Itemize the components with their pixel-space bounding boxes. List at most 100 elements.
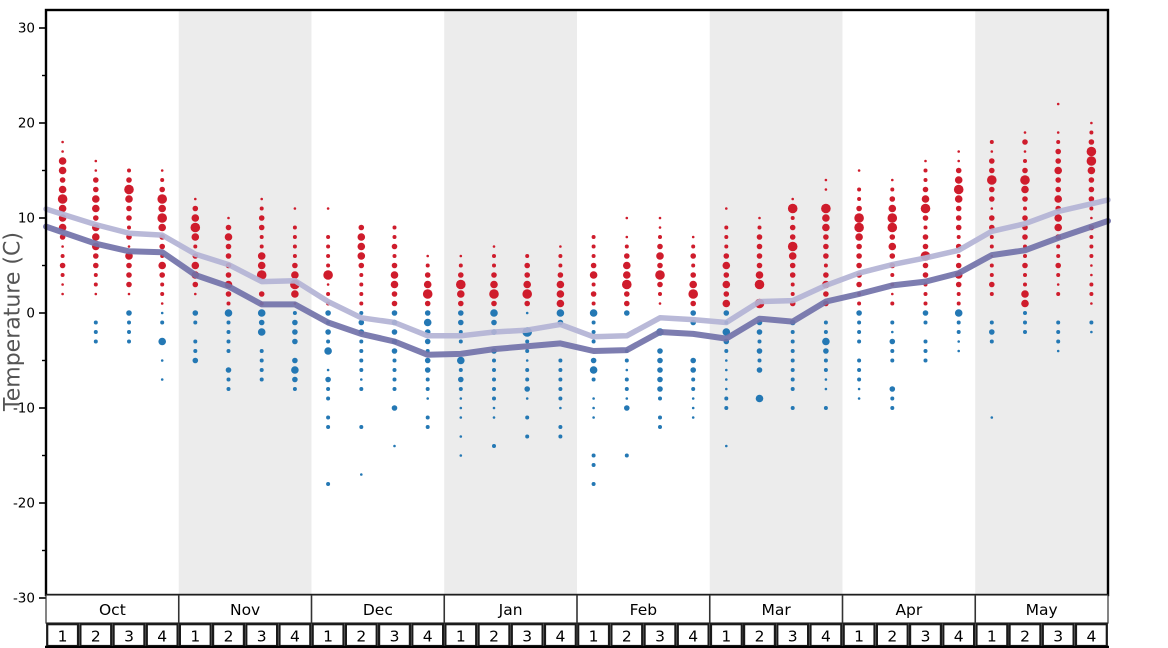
red-temperature-dot [259, 235, 264, 239]
blue-temperature-dot [1056, 330, 1061, 334]
week-number-label: 1 [323, 628, 333, 646]
blue-temperature-dot [690, 357, 696, 364]
red-temperature-dot [326, 292, 331, 296]
blue-temperature-dot [425, 387, 430, 391]
month-shading-band [444, 10, 577, 595]
blue-temperature-dot [558, 368, 563, 372]
blue-temperature-dot [458, 376, 464, 383]
blue-temperature-dot [890, 320, 895, 325]
blue-temperature-dot [591, 463, 596, 467]
red-temperature-dot [326, 235, 331, 239]
red-temperature-dot [890, 187, 895, 192]
red-temperature-dot [1056, 254, 1061, 258]
red-temperature-dot [857, 197, 862, 201]
blue-temperature-dot [424, 357, 431, 364]
blue-temperature-dot [291, 366, 299, 374]
blue-temperature-dot [1023, 311, 1027, 315]
red-temperature-dot [756, 234, 763, 240]
red-temperature-dot [1087, 166, 1096, 175]
blue-temperature-dot [325, 310, 331, 316]
red-temperature-dot [755, 271, 764, 279]
blue-temperature-dot [556, 309, 565, 317]
red-temperature-dot [1056, 292, 1061, 296]
blue-temperature-dot [392, 368, 397, 372]
red-temperature-dot [458, 263, 463, 268]
week-number-label: 4 [688, 628, 698, 646]
blue-temperature-dot [657, 376, 663, 383]
red-temperature-dot [922, 234, 929, 240]
blue-temperature-dot [158, 337, 166, 346]
red-temperature-dot [1021, 185, 1029, 194]
blue-temperature-dot [725, 387, 728, 391]
red-temperature-dot [59, 262, 66, 269]
blue-temperature-dot [258, 319, 265, 326]
red-temperature-dot [590, 262, 597, 269]
red-temperature-dot [690, 272, 696, 278]
blue-temperature-dot [425, 377, 430, 382]
week-number-label: 3 [124, 628, 134, 646]
blue-temperature-dot [259, 349, 264, 353]
blue-temperature-dot [292, 319, 298, 326]
red-temperature-dot [855, 233, 863, 241]
week-number-label: 2 [755, 628, 765, 646]
red-temperature-dot [492, 263, 496, 268]
red-temperature-dot [923, 168, 928, 173]
red-temperature-dot [492, 254, 496, 258]
red-temperature-dot [226, 301, 231, 306]
red-temperature-dot [789, 262, 796, 269]
blue-temperature-dot [1089, 320, 1094, 325]
blue-temperature-dot [625, 397, 629, 400]
blue-temperature-dot [458, 339, 463, 344]
red-temperature-dot [787, 203, 798, 214]
blue-temperature-dot [525, 349, 530, 353]
red-temperature-dot [258, 224, 265, 231]
blue-temperature-dot [790, 339, 795, 344]
red-temperature-dot [955, 262, 962, 269]
red-temperature-dot [292, 262, 298, 269]
week-number-label: 2 [1020, 628, 1030, 646]
blue-temperature-dot [658, 396, 662, 401]
blue-temperature-dot [492, 416, 496, 419]
red-temperature-dot [591, 301, 596, 306]
red-temperature-dot [591, 244, 596, 249]
red-temperature-dot [723, 272, 730, 278]
blue-temperature-dot [525, 311, 529, 315]
red-temperature-dot [658, 226, 662, 229]
red-temperature-dot [61, 283, 64, 286]
blue-temperature-dot [857, 397, 861, 400]
blue-temperature-dot [890, 406, 895, 410]
red-temperature-dot [358, 224, 365, 231]
red-temperature-dot [790, 216, 795, 220]
red-temperature-dot [260, 197, 264, 201]
red-temperature-dot [1023, 131, 1027, 134]
red-temperature-dot [357, 252, 366, 260]
week-number-label: 2 [91, 628, 101, 646]
red-temperature-dot [920, 203, 931, 214]
red-temperature-dot [722, 280, 731, 289]
red-temperature-dot [689, 280, 697, 289]
red-temperature-dot [724, 225, 729, 230]
blue-temperature-dot [391, 348, 398, 354]
blue-temperature-dot [359, 358, 364, 363]
week-number-label: 4 [423, 628, 433, 646]
red-temperature-dot [823, 234, 829, 240]
month-label: Mar [762, 601, 792, 619]
red-temperature-dot [822, 214, 830, 222]
red-temperature-dot [259, 206, 264, 211]
blue-temperature-dot [922, 310, 929, 316]
month-label: Dec [363, 601, 393, 619]
blue-temperature-dot [824, 378, 828, 381]
red-temperature-dot [192, 205, 199, 212]
red-temperature-dot [888, 204, 897, 213]
red-temperature-dot [323, 270, 333, 280]
blue-temperature-dot [127, 339, 131, 344]
red-temperature-dot [989, 186, 995, 193]
y-axis-tick-label: 20 [18, 116, 35, 132]
red-temperature-dot [94, 169, 98, 172]
blue-temperature-dot [359, 425, 364, 429]
blue-temperature-dot [325, 376, 331, 383]
red-temperature-dot [225, 224, 232, 231]
red-temperature-dot [1055, 262, 1061, 269]
blue-temperature-dot [358, 319, 365, 326]
